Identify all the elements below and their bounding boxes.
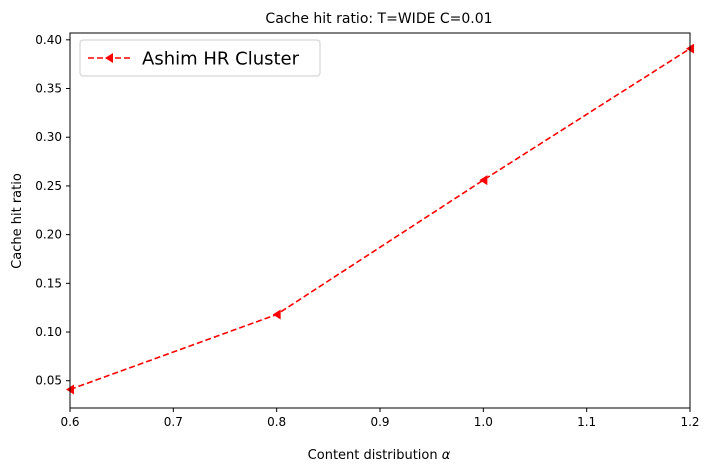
y-tick-label: 0.15	[35, 276, 62, 290]
legend-label: Ashim HR Cluster	[142, 49, 300, 70]
y-tick-label: 0.20	[35, 228, 62, 242]
x-tick-label: 0.6	[60, 415, 79, 429]
x-tick-label: 0.8	[267, 415, 286, 429]
data-point	[272, 309, 281, 320]
chart-title: Cache hit ratio: T=WIDE C=0.01	[265, 11, 492, 27]
x-tick-label: 0.9	[370, 415, 389, 429]
x-tick-label: 0.7	[164, 415, 183, 429]
legend-box	[79, 39, 321, 77]
x-axis-label: Content distribution α	[308, 448, 451, 463]
series-line-0	[69, 47, 691, 391]
x-tick-label: 1.1	[577, 415, 596, 429]
data-point	[479, 175, 488, 186]
y-tick-label: 0.25	[35, 179, 62, 193]
x-tick-label: 1.2	[680, 415, 699, 429]
y-tick-label: 0.05	[35, 374, 62, 388]
legend: Ashim HR Cluster	[79, 39, 321, 77]
y-tick-label: 0.40	[35, 33, 62, 47]
x-tick-label: 1.0	[474, 415, 493, 429]
y-tick-label: 0.10	[35, 325, 62, 339]
axes-layer: 0.6 0.7 0.8 0.9 1.0 1.1 1.2 0.05 0.10 0.15 0.20 0.2…	[35, 32, 700, 429]
y-tick-label: 0.35	[35, 82, 62, 96]
y-tick-label: 0.30	[35, 130, 62, 144]
legend-marker	[105, 53, 113, 63]
y-axis-label: Cache hit ratio	[10, 173, 25, 269]
